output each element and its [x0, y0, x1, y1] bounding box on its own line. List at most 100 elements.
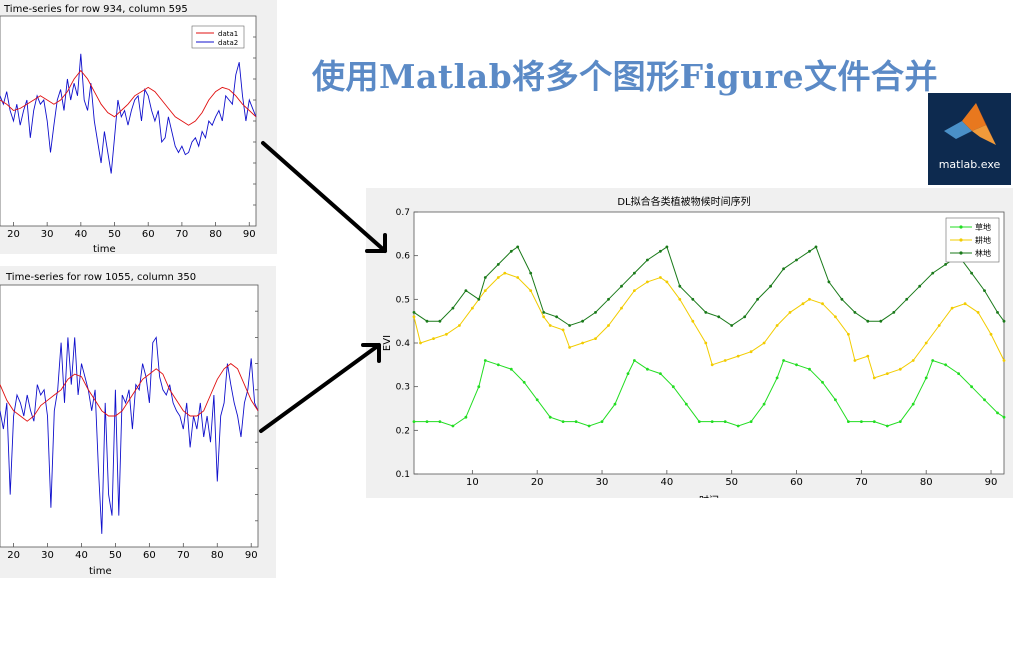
data-point: [996, 311, 999, 314]
y-tick-label: 0.1: [396, 470, 410, 480]
data-point: [458, 324, 461, 327]
legend-marker: [959, 238, 963, 242]
data-point: [872, 376, 876, 380]
data-point: [678, 297, 682, 301]
data-point: [918, 284, 922, 288]
data-point: [736, 354, 740, 358]
data-point: [607, 297, 610, 301]
x-tick-label: 90: [243, 229, 256, 240]
arrow-bottom: [259, 343, 381, 433]
data-point: [568, 346, 571, 349]
chart-title: Time-series for row 934, column 595: [3, 4, 188, 15]
x-tick-label: 60: [142, 229, 155, 240]
data-point: [931, 359, 935, 362]
axes-box: [413, 211, 1005, 475]
data-point: [471, 306, 474, 310]
data-point: [898, 367, 902, 371]
y-tick-label: 0.2: [396, 426, 410, 436]
data-point: [944, 263, 947, 266]
legend: 草地 耕地 林地: [945, 217, 1000, 263]
data-point: [976, 311, 980, 314]
data-point: [723, 359, 727, 362]
data-point: [782, 359, 785, 362]
x-tick-label: 80: [209, 229, 222, 240]
x-tick-label: 10: [466, 477, 479, 488]
figure-2-plot: Time-series for row 1055, column 350 20 3…: [0, 272, 259, 577]
data-point: [808, 297, 811, 301]
data-point: [516, 245, 520, 249]
data-point: [697, 420, 701, 423]
figure-3: DL拟合各类植被物候时间序列 10 20 30 40 50 60 70 80 90 0.1 0.2 0…: [366, 188, 1013, 507]
data-point: [574, 420, 578, 423]
data-point: [438, 319, 442, 323]
data-point: [710, 363, 714, 367]
data-point: [451, 306, 455, 310]
data-point: [412, 315, 416, 319]
data-point: [879, 319, 883, 323]
data-point: [1002, 359, 1006, 362]
data-point: [464, 415, 468, 419]
matlab-app-icon[interactable]: matlab.exe: [928, 93, 1011, 185]
figure-2: Time-series for row 1055, column 350 20 3…: [0, 266, 276, 578]
data-point: [937, 324, 941, 327]
data-point: [691, 319, 695, 323]
data-point: [808, 367, 811, 371]
data-point: [769, 284, 772, 288]
data-point: [782, 267, 785, 271]
x-axis-label: 时间: [699, 494, 719, 498]
data-point: [464, 289, 468, 292]
data-point: [775, 376, 779, 380]
data-point: [659, 372, 662, 375]
data-point: [535, 398, 539, 402]
data-point: [594, 311, 597, 314]
data-point: [503, 271, 507, 275]
data-point: [866, 354, 870, 358]
x-tick-label: 20: [531, 477, 544, 488]
data-point: [814, 245, 818, 249]
data-point: [587, 424, 591, 428]
data-point: [944, 363, 947, 367]
arrow-top: [261, 141, 387, 253]
figure-3-plot: DL拟合各类植被物候时间序列 10 20 30 40 50 60 70 80 90 0.1 0.2 0…: [382, 195, 1006, 507]
data-point: [834, 315, 837, 319]
data-point: [451, 424, 455, 428]
x-tick-label: 20: [7, 550, 20, 561]
data-point: [717, 315, 721, 319]
data-point: [983, 398, 986, 402]
data-point: [555, 315, 558, 319]
data-point: [509, 367, 513, 371]
data-point: [730, 324, 734, 327]
data-point: [710, 420, 714, 423]
data-point: [659, 276, 662, 279]
data-point: [483, 289, 487, 292]
figure-1: Time-series for row 934, column 595 20 30…: [0, 0, 277, 255]
data-point: [483, 359, 487, 362]
data-point: [827, 280, 831, 284]
data-point: [483, 276, 487, 279]
data-point: [860, 420, 863, 423]
data-point: [957, 372, 960, 375]
legend: data1 data2: [191, 25, 245, 49]
data-point: [496, 276, 500, 279]
data-point: [821, 380, 824, 384]
data-point: [412, 311, 416, 314]
data-point: [581, 341, 584, 345]
x-tick-label: 20: [7, 229, 20, 240]
data-point: [620, 284, 623, 288]
data-point: [684, 402, 688, 406]
x-tick-label: 40: [660, 477, 673, 488]
x-tick-label: 40: [75, 550, 88, 561]
data-point: [594, 337, 597, 340]
data-point: [905, 297, 909, 301]
data-point: [885, 372, 889, 375]
data-point: [723, 420, 727, 423]
data-point: [477, 297, 481, 301]
data-point: [509, 249, 513, 253]
data-point: [885, 424, 889, 428]
x-tick-label: 80: [920, 477, 933, 488]
y-tick-label: 0.7: [396, 208, 410, 218]
x-tick-label: 30: [596, 477, 609, 488]
axes-box: [0, 284, 259, 548]
data-point: [743, 315, 747, 319]
data-point: [496, 363, 500, 367]
